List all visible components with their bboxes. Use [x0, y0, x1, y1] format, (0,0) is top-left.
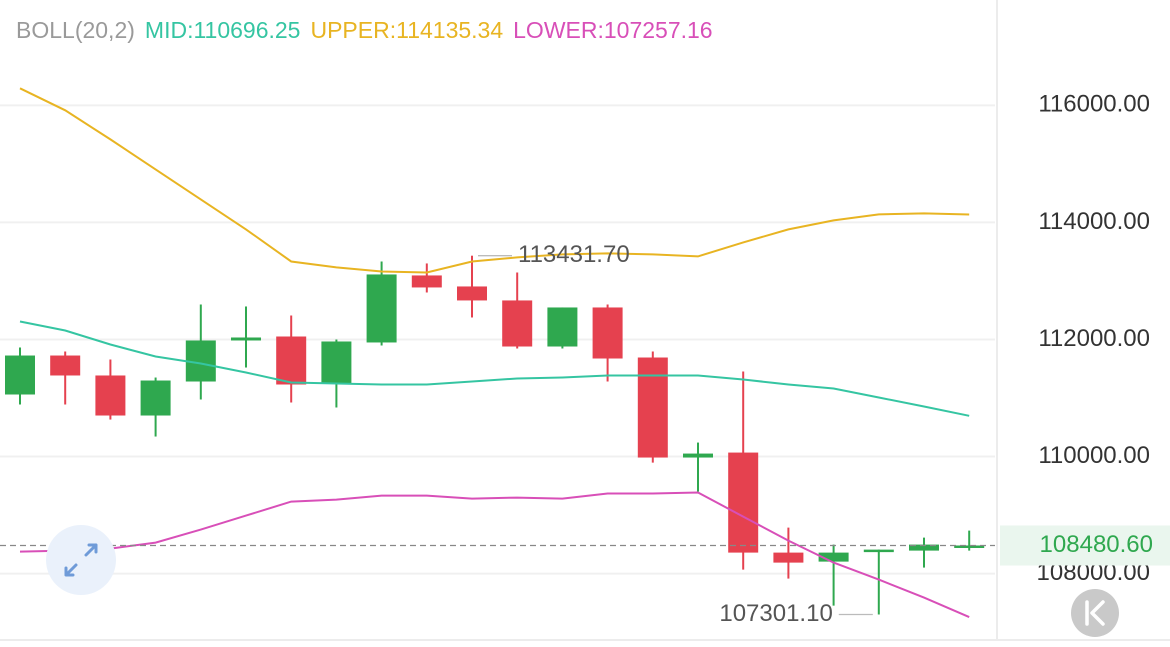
candle-body [321, 341, 352, 384]
indicator-header: BOLL(20,2) MID:110696.25 UPPER:114135.34 LO… [16, 17, 713, 43]
candle-body [502, 300, 533, 347]
candle-body [231, 337, 261, 341]
candle-body [547, 307, 578, 347]
band-line [19, 491, 970, 619]
y-tick-label: 116000.00 [1038, 91, 1150, 118]
current-price-badge [1000, 525, 1170, 566]
band-line [19, 320, 970, 417]
expand-icon [64, 543, 98, 577]
candle-body [909, 544, 939, 551]
candle-body [818, 552, 849, 562]
marks-layer: 108480.60 113431.70 107301.10 [0, 87, 1170, 627]
candle-body [728, 452, 759, 553]
y-tick-label: 114000.00 [1038, 208, 1150, 235]
candle-body [276, 336, 307, 385]
candle-body [140, 380, 171, 416]
candle-body [592, 307, 623, 359]
expand-button-bg[interactable] [46, 525, 116, 595]
indicator-name: BOLL(20,2) [16, 17, 135, 43]
candle-body [637, 357, 668, 458]
candle-body [773, 552, 804, 563]
candle-body [5, 355, 35, 395]
current-price-label: 108480.60 [1040, 531, 1153, 558]
y-tick-label: 110000.00 [1038, 442, 1150, 469]
candle-body [683, 453, 713, 458]
expand-button[interactable] [46, 525, 116, 595]
band-line [19, 87, 970, 274]
back-icon [1085, 600, 1105, 626]
candle-body [457, 286, 487, 301]
candle-body [954, 545, 985, 548]
legend-entry: LOWER:107257.16 [513, 17, 712, 43]
y-tick-label: 112000.00 [1038, 325, 1150, 352]
back-to-latest-button[interactable] [1071, 589, 1119, 637]
min-label: 107301.10 [719, 600, 832, 627]
candle-body [411, 275, 442, 288]
legend-entry: MID:110696.25 [145, 17, 301, 43]
legend-entry: UPPER:114135.34 [310, 17, 503, 43]
candle-body [863, 549, 894, 553]
candle-body [95, 375, 126, 416]
candle-body [50, 355, 81, 376]
candle-body [366, 274, 397, 343]
max-label: 113431.70 [518, 241, 630, 268]
back-button-bg[interactable] [1071, 589, 1119, 637]
